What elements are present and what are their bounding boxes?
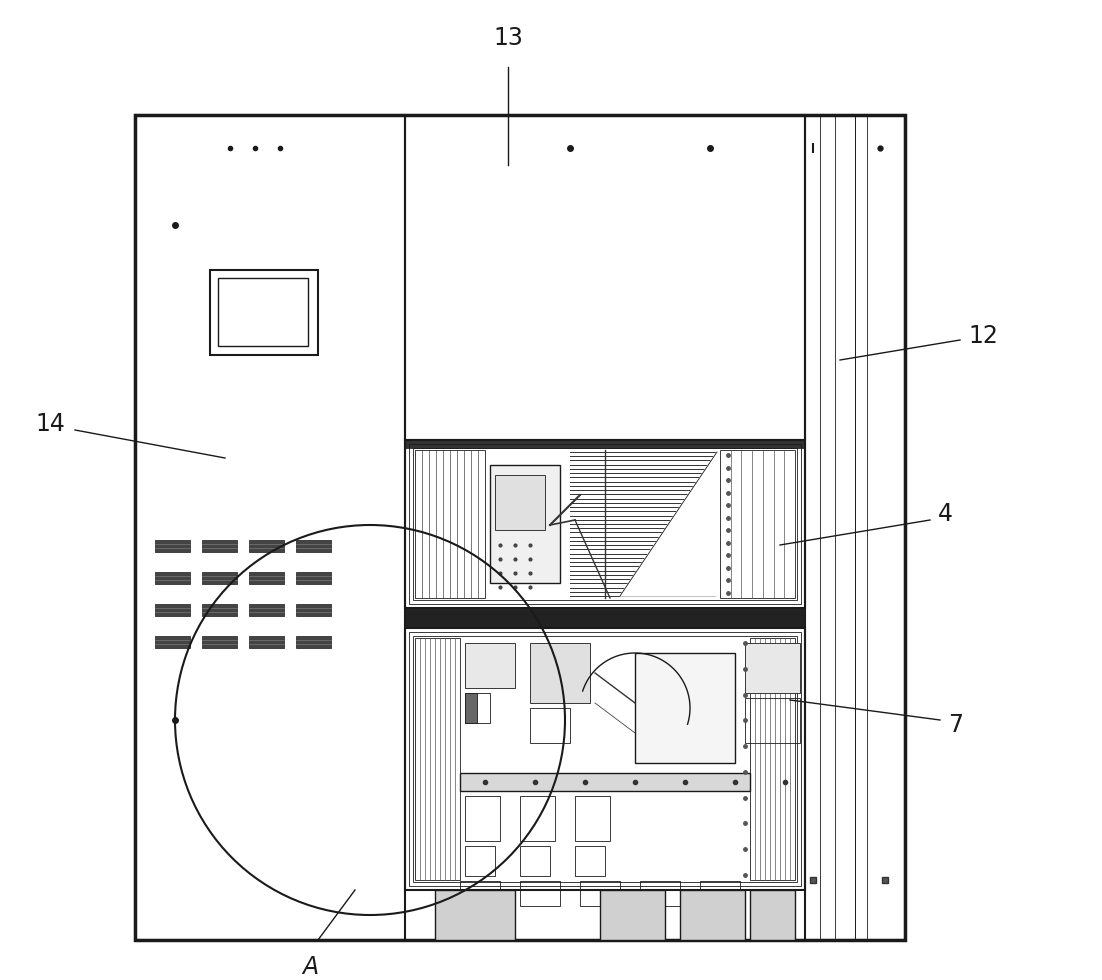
Bar — [745, 643, 800, 693]
Bar — [296, 636, 331, 648]
Bar — [599, 890, 665, 940]
Bar — [490, 465, 560, 583]
Bar — [415, 450, 485, 598]
Bar — [218, 278, 307, 346]
Bar — [640, 881, 680, 906]
Bar — [202, 540, 237, 552]
Text: 7: 7 — [948, 713, 963, 737]
Bar — [575, 846, 605, 876]
Bar — [855, 115, 867, 940]
Text: 4: 4 — [938, 502, 953, 526]
Bar — [520, 881, 560, 906]
Bar — [406, 115, 804, 440]
Text: A: A — [302, 955, 318, 979]
Bar — [465, 643, 515, 688]
Bar — [136, 115, 905, 940]
Bar — [155, 572, 190, 584]
Bar — [530, 708, 570, 743]
Bar — [202, 572, 237, 584]
Bar — [495, 475, 545, 530]
Bar — [296, 540, 331, 552]
Bar — [415, 638, 460, 880]
Bar — [460, 881, 500, 906]
Text: 14: 14 — [35, 412, 65, 436]
Bar — [575, 796, 611, 841]
Bar — [249, 540, 284, 552]
Bar — [520, 796, 555, 841]
Bar — [465, 846, 495, 876]
Bar — [413, 448, 797, 600]
Bar — [406, 440, 804, 448]
Bar — [155, 540, 190, 552]
Bar — [249, 572, 284, 584]
Bar — [855, 115, 905, 940]
Bar — [202, 636, 237, 648]
Bar — [406, 440, 804, 608]
Bar — [249, 636, 284, 648]
Bar — [700, 881, 741, 906]
Bar — [296, 604, 331, 616]
Bar — [406, 608, 804, 628]
Bar — [249, 604, 284, 616]
Bar — [460, 773, 750, 791]
Bar — [804, 115, 905, 940]
Bar — [680, 890, 745, 940]
Bar — [750, 638, 795, 880]
Bar — [210, 270, 318, 355]
Bar — [413, 636, 797, 882]
Bar — [465, 796, 500, 841]
Bar — [409, 632, 801, 886]
Bar — [409, 444, 801, 604]
Bar — [296, 572, 331, 584]
Bar — [635, 653, 735, 763]
Bar — [155, 604, 190, 616]
Bar — [202, 604, 237, 616]
Bar — [465, 693, 477, 723]
Bar — [465, 693, 490, 723]
Bar — [720, 450, 795, 598]
Bar — [530, 643, 590, 703]
Polygon shape — [620, 452, 717, 596]
Bar — [580, 881, 620, 906]
Bar — [155, 636, 190, 648]
Bar — [520, 846, 550, 876]
Text: 12: 12 — [968, 324, 998, 348]
Bar — [750, 890, 795, 940]
Text: 13: 13 — [493, 26, 523, 50]
Bar — [435, 890, 515, 940]
Bar — [745, 698, 800, 743]
Bar — [406, 628, 804, 890]
Bar — [136, 115, 406, 940]
